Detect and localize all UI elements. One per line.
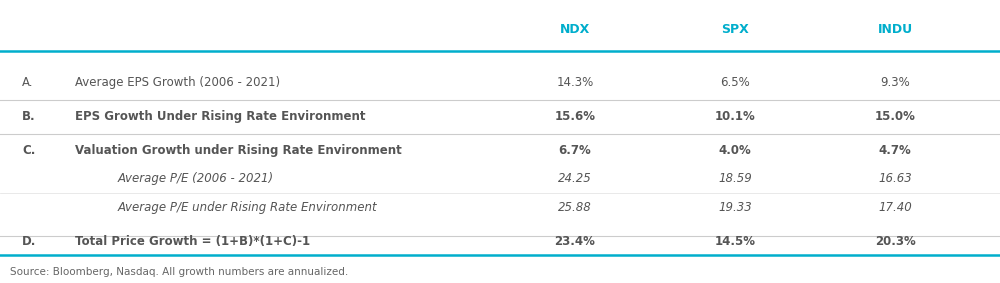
Text: 4.0%: 4.0%	[719, 144, 751, 157]
Text: 23.4%: 23.4%	[555, 235, 595, 248]
Text: 15.0%: 15.0%	[875, 110, 915, 123]
Text: INDU: INDU	[877, 23, 913, 36]
Text: SPX: SPX	[721, 23, 749, 36]
Text: Average EPS Growth (2006 - 2021): Average EPS Growth (2006 - 2021)	[75, 76, 280, 89]
Text: 16.63: 16.63	[878, 172, 912, 185]
Text: Valuation Growth under Rising Rate Environment: Valuation Growth under Rising Rate Envir…	[75, 144, 402, 157]
Text: D.: D.	[22, 235, 36, 248]
Text: 20.3%: 20.3%	[875, 235, 915, 248]
Text: 19.33: 19.33	[718, 201, 752, 214]
Text: B.: B.	[22, 110, 36, 123]
Text: 15.6%: 15.6%	[554, 110, 596, 123]
Text: EPS Growth Under Rising Rate Environment: EPS Growth Under Rising Rate Environment	[75, 110, 366, 123]
Text: 9.3%: 9.3%	[880, 76, 910, 89]
Text: 10.1%: 10.1%	[715, 110, 755, 123]
Text: 6.5%: 6.5%	[720, 76, 750, 89]
Text: A.: A.	[22, 76, 34, 89]
Text: 6.7%: 6.7%	[559, 144, 591, 157]
Text: C.: C.	[22, 144, 35, 157]
Text: NDX: NDX	[560, 23, 590, 36]
Text: 24.25: 24.25	[558, 172, 592, 185]
Text: Total Price Growth = (1+B)*(1+C)-1: Total Price Growth = (1+B)*(1+C)-1	[75, 235, 310, 248]
Text: 18.59: 18.59	[718, 172, 752, 185]
Text: Average P/E (2006 - 2021): Average P/E (2006 - 2021)	[118, 172, 274, 185]
Text: 25.88: 25.88	[558, 201, 592, 214]
Text: Source: Bloomberg, Nasdaq. All growth numbers are annualized.: Source: Bloomberg, Nasdaq. All growth nu…	[10, 267, 348, 277]
Text: 14.5%: 14.5%	[714, 235, 756, 248]
Text: 17.40: 17.40	[878, 201, 912, 214]
Text: 4.7%: 4.7%	[879, 144, 911, 157]
Text: Average P/E under Rising Rate Environment: Average P/E under Rising Rate Environmen…	[118, 201, 378, 214]
Text: 14.3%: 14.3%	[556, 76, 594, 89]
